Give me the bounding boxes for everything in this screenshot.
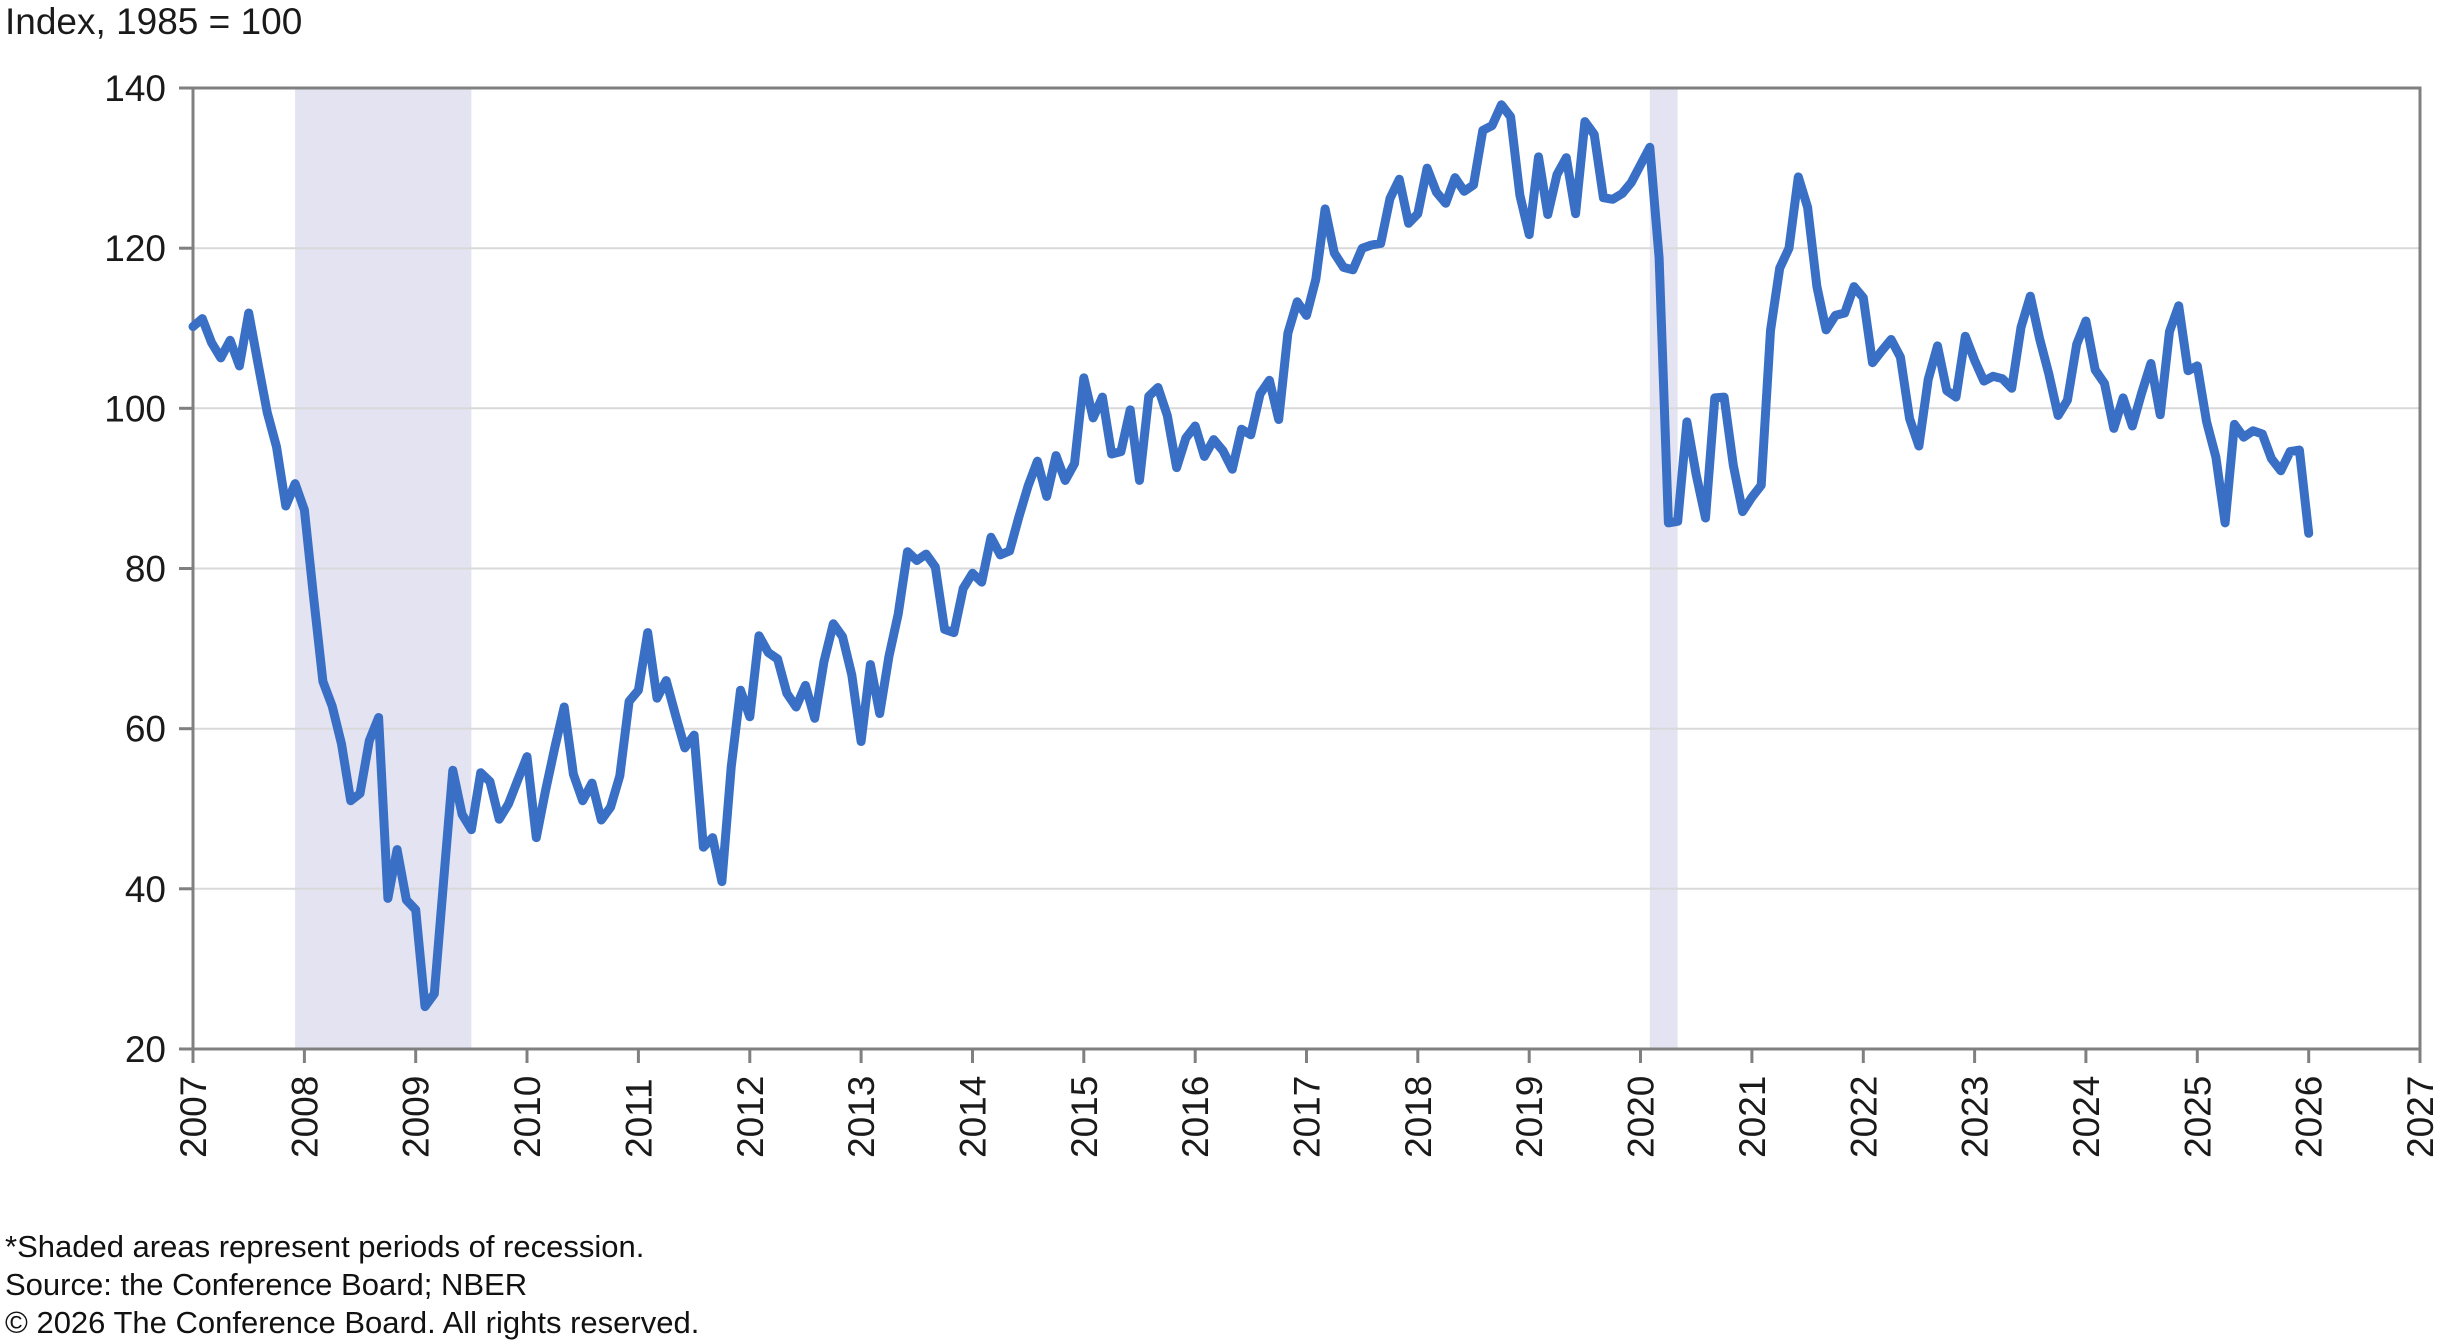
y-tick-label: 120 <box>104 228 166 269</box>
x-tick-label: 2016 <box>1175 1076 1216 1158</box>
x-tick-label: 2009 <box>396 1076 437 1158</box>
chart-title: Index, 1985 = 100 <box>5 1 303 42</box>
footnote-source: Source: the Conference Board; NBER <box>5 1267 528 1302</box>
chart-footnotes: *Shaded areas represent periods of reces… <box>5 1228 699 1342</box>
y-tick-label: 20 <box>125 1029 166 1070</box>
x-tick-label: 2026 <box>2289 1076 2330 1158</box>
x-tick-label: 2027 <box>2400 1076 2441 1158</box>
y-tick-label: 100 <box>104 388 166 429</box>
x-tick-label: 2021 <box>1732 1076 1773 1158</box>
x-tick-label: 2013 <box>841 1076 882 1158</box>
x-tick-label: 2020 <box>1621 1076 1662 1158</box>
footnote-recession-note: *Shaded areas represent periods of reces… <box>5 1229 645 1264</box>
x-tick-label: 2008 <box>284 1076 325 1158</box>
x-tick-label: 2019 <box>1509 1076 1550 1158</box>
x-tick-label: 2022 <box>1843 1076 1884 1158</box>
consumer-confidence-data-line <box>188 100 2314 1012</box>
x-tick-label: 2011 <box>618 1078 659 1158</box>
x-tick-label: 2025 <box>2177 1076 2218 1158</box>
x-tick-label: 2007 <box>173 1076 214 1158</box>
x-tick-label: 2023 <box>1955 1076 1996 1158</box>
x-tick-label: 2012 <box>730 1076 771 1158</box>
x-tick-label: 2017 <box>1287 1076 1328 1158</box>
x-tick-label: 2015 <box>1064 1076 1105 1158</box>
y-tick-label: 80 <box>125 549 166 590</box>
x-tick-label: 2010 <box>507 1076 548 1158</box>
y-tick-label: 140 <box>104 68 166 109</box>
x-tick-label: 2024 <box>2066 1076 2107 1158</box>
y-tick-label: 40 <box>125 869 166 910</box>
x-tick-label: 2014 <box>953 1076 994 1158</box>
footnote-copyright: © 2026 The Conference Board. All rights … <box>5 1305 700 1340</box>
x-tick-label: 2018 <box>1398 1076 1439 1158</box>
y-tick-label: 60 <box>125 709 166 750</box>
